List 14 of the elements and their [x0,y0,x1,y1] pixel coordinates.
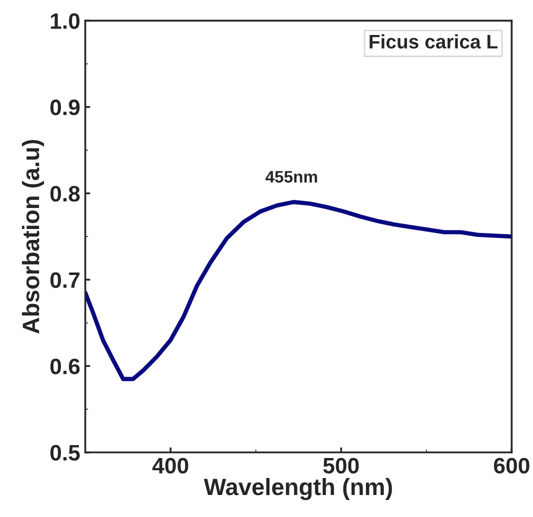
line-series [85,200,512,382]
text: Ficus carica L [370,34,498,49]
y-tick-label: 0.8 [50,186,80,202]
x-axis-title: Wavelength (nm) [204,478,392,500]
y-tick-label: 0.9 [50,100,80,116]
y-tick-label: 1.0 [50,13,80,29]
y-tick-label: 0.6 [50,358,80,374]
y-tick-label: 0.7 [50,272,80,288]
annotation: 455nm [266,171,318,183]
y-tick-label: 0.5 [50,444,80,461]
x-tick-label: 600 [494,458,530,474]
x-tick-label: 500 [323,458,359,474]
y-axis-title: Absorbation (a.u) [22,140,44,334]
x-tick-label: 400 [152,458,188,474]
